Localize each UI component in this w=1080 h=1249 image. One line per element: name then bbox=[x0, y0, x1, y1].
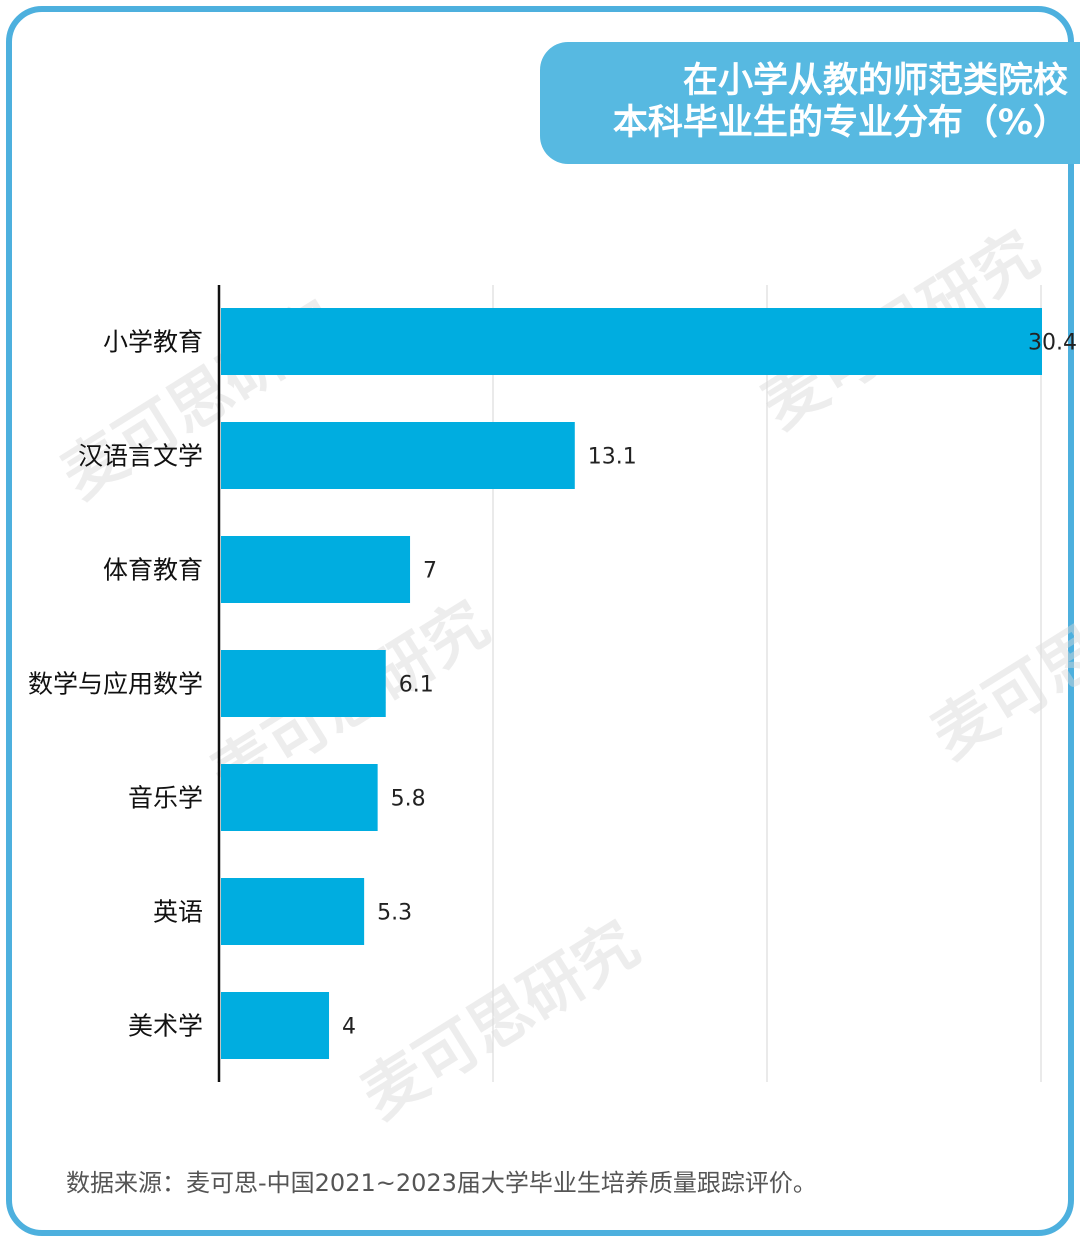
watermark-text-5: 麦可思研究 bbox=[919, 547, 1080, 773]
source-note: 数据来源：麦可思-中国2021~2023届大学毕业生培养质量跟踪评价。 bbox=[66, 1169, 817, 1197]
rounded-frame bbox=[6, 6, 1074, 1236]
value-label-4: 6.1 bbox=[399, 673, 434, 698]
category-label-6: 英语 bbox=[153, 898, 203, 927]
category-label-2: 汉语言文学 bbox=[78, 442, 203, 471]
bar-2 bbox=[221, 422, 575, 489]
category-label-3: 体育教育 bbox=[103, 556, 203, 585]
category-label-7: 美术学 bbox=[128, 1012, 203, 1041]
category-label-1: 小学教育 bbox=[103, 328, 203, 357]
bar-7 bbox=[221, 992, 330, 1059]
watermark-text-4: 麦可思研究 bbox=[349, 907, 651, 1133]
bar-6 bbox=[221, 878, 365, 945]
bar-3 bbox=[221, 536, 411, 603]
bar-4 bbox=[221, 650, 386, 717]
value-label-6: 5.3 bbox=[377, 901, 412, 926]
bars-layer: 小学教育 30.4 汉语言文学 13.1 体育教育 7 数学与应用数学 6.1 音乐学 5.8 英语… bbox=[28, 308, 1077, 1059]
bar-5 bbox=[221, 764, 378, 831]
value-label-2: 13.1 bbox=[588, 445, 637, 470]
bar-1 bbox=[221, 308, 1042, 375]
title-line-1: 在小学从教的师范类院校 bbox=[682, 61, 1068, 101]
category-label-4: 数学与应用数学 bbox=[28, 670, 203, 699]
value-label-7: 4 bbox=[342, 1015, 356, 1040]
chart-title: 在小学从教的师范类院校 本科毕业生的专业分布（%） bbox=[540, 42, 1080, 164]
grid-lines bbox=[492, 285, 1042, 1082]
value-label-3: 7 bbox=[423, 559, 437, 584]
value-label-5: 5.8 bbox=[391, 787, 426, 812]
value-label-1: 30.4 bbox=[1028, 331, 1077, 356]
title-line-2: 本科毕业生的专业分布（%） bbox=[612, 103, 1068, 143]
category-label-5: 音乐学 bbox=[128, 784, 203, 813]
